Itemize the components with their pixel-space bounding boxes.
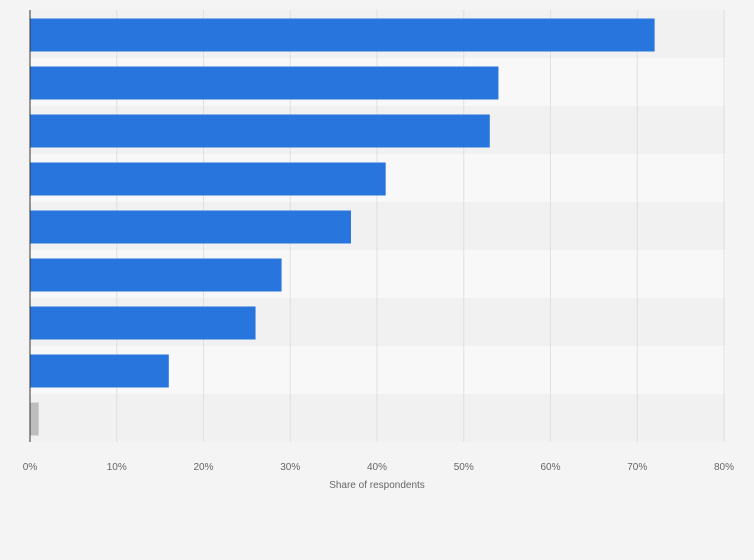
x-tick-label: 80%: [714, 462, 734, 473]
bar: [30, 258, 282, 292]
x-tick-labels: 0% 10% 20% 30% 40% 50% 60% 70% 80%: [23, 462, 734, 473]
x-tick-label: 50%: [454, 462, 474, 473]
x-axis-title: Share of respondents: [329, 480, 425, 491]
bar: [30, 210, 351, 244]
x-tick-label: 70%: [627, 462, 647, 473]
x-tick-label: 30%: [280, 462, 300, 473]
bar: [30, 18, 655, 52]
bars: [30, 18, 655, 436]
bar: [30, 402, 39, 436]
bar: [30, 114, 490, 148]
x-tick-label: 40%: [367, 462, 387, 473]
row-band: [30, 394, 726, 442]
bar: [30, 162, 386, 196]
x-tick-label: 0%: [23, 462, 38, 473]
bar: [30, 66, 499, 100]
x-tick-label: 20%: [193, 462, 213, 473]
bar: [30, 354, 169, 388]
bar: [30, 306, 256, 340]
x-tick-label: 60%: [540, 462, 560, 473]
x-tick-label: 10%: [107, 462, 127, 473]
